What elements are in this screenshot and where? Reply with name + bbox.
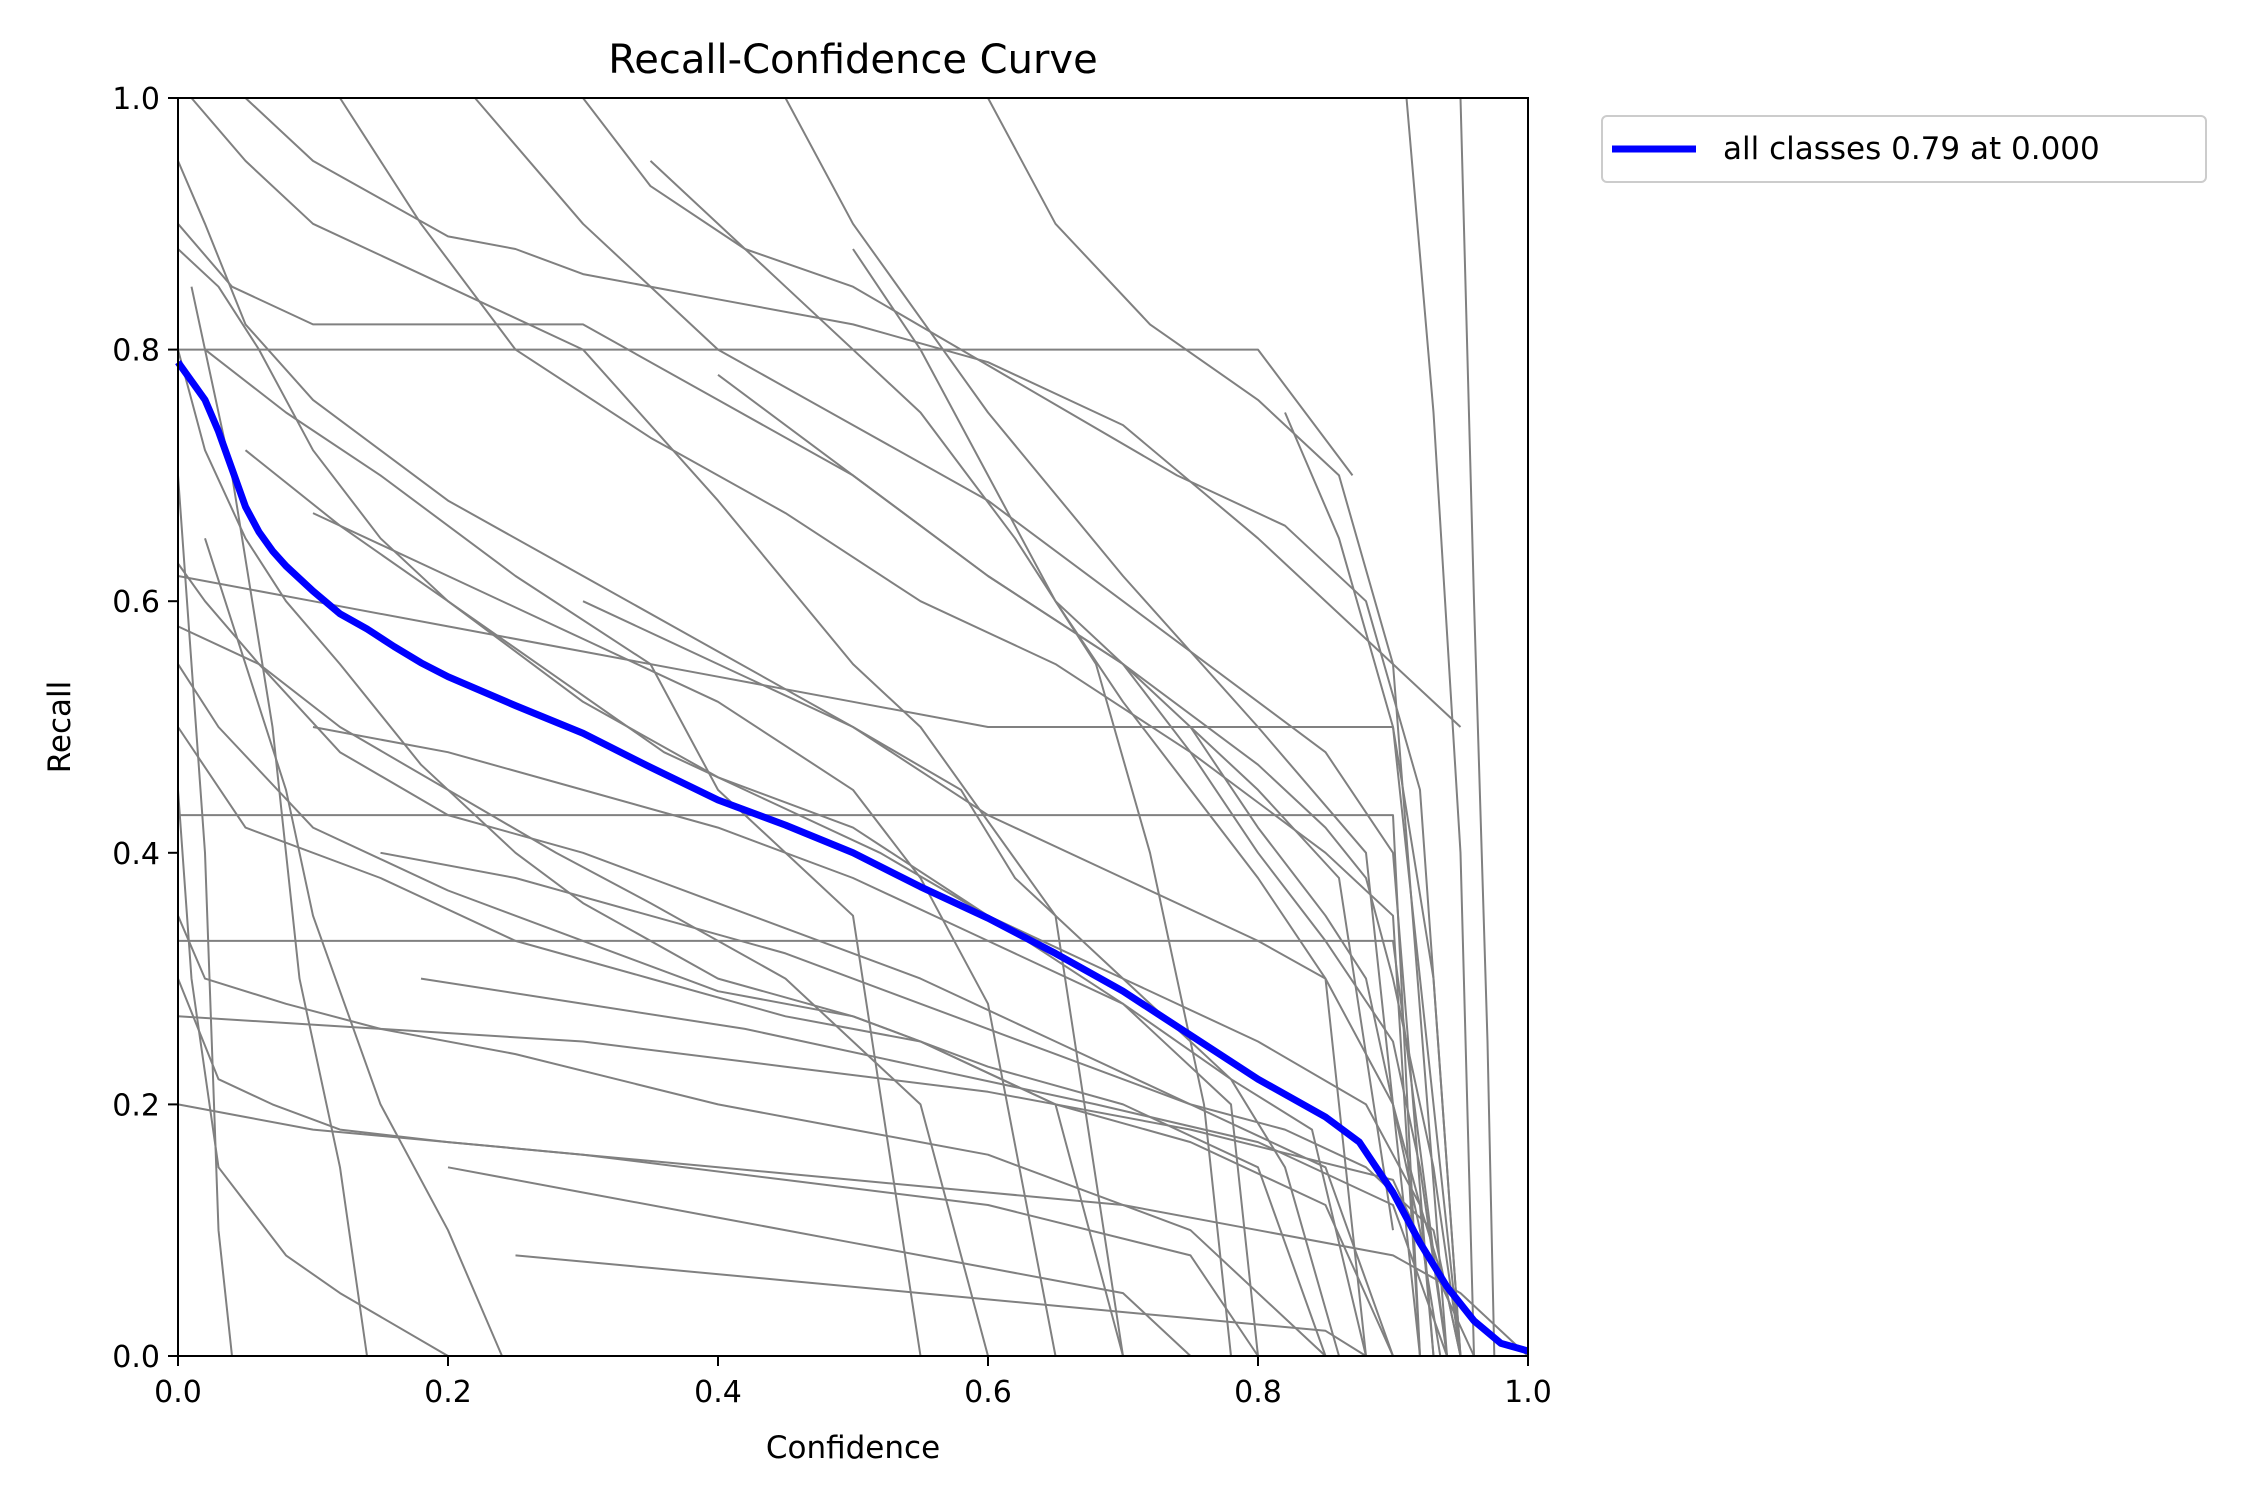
series-line-class-36: [1054, 600, 1448, 1357]
legend-label-all-classes: all classes 0.79 at 0.000: [1723, 131, 2100, 167]
series-line-class-9: [339, 97, 1421, 1357]
series-line-class-23: [244, 449, 1259, 1357]
series-line-class-1: [177, 160, 1462, 1357]
y-tick-label: 1.0: [112, 82, 160, 117]
series-line-class-38: [1284, 412, 1462, 1357]
y-tick-label: 0.0: [112, 1340, 160, 1375]
series-line-class-14: [1405, 97, 1475, 1357]
series-line-class-11: [582, 97, 1462, 1357]
series-line-class-30: [177, 575, 1462, 1357]
y-tick-label: 0.4: [112, 837, 160, 872]
y-axis-label: Recall: [42, 681, 78, 774]
series-line-class-37: [1189, 726, 1442, 1357]
series-line-class-25: [380, 851, 1394, 1357]
series-line-class-16: [177, 726, 1124, 1357]
y-axis-ticks: 0.0 0.2 0.4 0.6 0.8 1.0: [112, 82, 178, 1375]
x-tick-label: 0.4: [694, 1375, 742, 1410]
series-line-class-43: [649, 160, 1232, 1357]
series-line-class-15: [1459, 97, 1496, 1357]
series-line-class-19: [177, 789, 449, 1357]
series-line-class-39: [582, 600, 1340, 1357]
y-tick-label: 0.8: [112, 334, 160, 369]
series-line-class-28: [515, 1254, 1367, 1357]
series-line-class-44: [312, 512, 1057, 1357]
series-line-class-17: [177, 915, 1327, 1357]
series-line-class-10: [474, 97, 1435, 1357]
series-line-class-20: [177, 475, 233, 1357]
series-line-class-31: [178, 939, 1448, 1357]
x-tick-label: 1.0: [1504, 1375, 1552, 1410]
legend-box: [1601, 115, 2207, 183]
series-line-class-8: [244, 97, 1462, 728]
plot-lines: [175, 97, 1529, 1357]
x-tick-label: 0.8: [1234, 1375, 1282, 1410]
series-line-class-7: [190, 97, 1124, 1357]
series-line-class-5: [177, 562, 1462, 1357]
x-tick-label: 0.6: [964, 1375, 1012, 1410]
series-line-class-22: [204, 348, 922, 1357]
series-line-class-4: [177, 223, 1394, 1231]
series-line-class-24: [312, 726, 1367, 1357]
series-line-class-3: [177, 349, 1394, 1357]
legend: all classes 0.79 at 0.000: [1601, 115, 2207, 183]
x-axis-label: Confidence: [766, 1430, 940, 1466]
y-tick-label: 0.6: [112, 585, 160, 620]
y-tick-label: 0.2: [112, 1088, 160, 1123]
series-line-class-35: [852, 248, 1367, 1357]
x-axis-ticks: 0.0 0.2 0.4 0.6 0.8 1.0: [154, 1356, 1552, 1410]
series-line-all-classes: [175, 360, 1529, 1355]
series-line-class-12: [784, 97, 1421, 1357]
series-line-class-32: [178, 814, 1421, 1357]
chart-title: Recall-Confidence Curve: [608, 37, 1097, 83]
series-line-class-40: [204, 537, 503, 1357]
x-tick-label: 0.2: [424, 1375, 472, 1410]
series-line-class-29: [177, 1103, 1529, 1357]
series-line-class-27: [447, 1166, 1192, 1357]
series-line-class-34: [717, 373, 1462, 1357]
series-line-class-42: [177, 1015, 1475, 1357]
x-tick-label: 0.0: [154, 1375, 202, 1410]
series-line-class-13: [987, 97, 1448, 1357]
plot-frame: [177, 97, 1529, 1357]
series-line-class-26: [420, 977, 1448, 1357]
